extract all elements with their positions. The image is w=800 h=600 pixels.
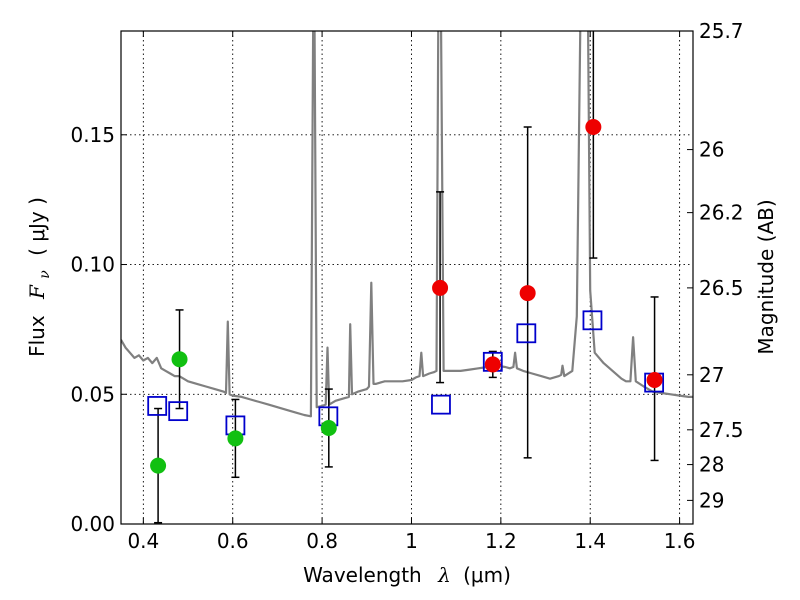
y2-tick-label: 29	[699, 488, 724, 512]
x-axis-label-unit: (μm)	[463, 563, 511, 587]
red-photometry-point	[484, 356, 501, 373]
model-point	[431, 394, 451, 415]
y2-tick-label: 26.5	[699, 276, 744, 300]
green-photometry-point	[150, 457, 167, 474]
x-tick-label: 1.2	[485, 529, 517, 553]
y2-tick-label: 27	[699, 363, 724, 387]
x-tick-label: 0.6	[217, 529, 249, 553]
y-axis-label-subscript: ν	[37, 270, 53, 279]
green-photometry-point	[320, 419, 337, 436]
y2-tick-label: 25.7	[699, 19, 744, 43]
y-tick-label: 0.10	[70, 253, 115, 277]
data-markers	[147, 31, 665, 524]
x-tick-label: 1.6	[664, 529, 696, 553]
y-axis-label-symbol: F	[25, 284, 49, 300]
y-tick-label: 0.00	[70, 512, 115, 536]
y2-tick-label: 27.5	[699, 418, 744, 442]
x-axis-label-symbol: λ	[437, 563, 451, 587]
y2-tick-label: 26	[699, 138, 724, 162]
green-photometry-point	[171, 351, 188, 368]
x-axis-label: Wavelength λ (μm)	[303, 563, 511, 587]
y-tick-label: 0.15	[70, 123, 115, 147]
grid-lines	[121, 31, 693, 525]
y-tick-label: 0.05	[70, 382, 115, 406]
x-tick-label: 1.4	[574, 529, 606, 553]
y2-tick-label: 26.2	[699, 201, 744, 225]
model-point	[147, 396, 168, 416]
spectrum-line	[121, 31, 693, 418]
x-tick-label: 0.8	[306, 529, 338, 553]
y-axis-ticks: 0.00 0.05 0.10 0.15	[70, 123, 127, 536]
x-axis-label-text: Wavelength	[303, 563, 422, 587]
y2-axis-ticks: 25.7 26 26.2 26.5 27 27.5 28 29	[687, 19, 744, 512]
plot-frame	[120, 30, 694, 525]
model-point	[168, 401, 189, 422]
y-axis-label: Flux F ν ( μJy )	[25, 197, 54, 357]
y2-tick-label: 28	[699, 453, 724, 477]
red-photometry-point	[432, 279, 449, 296]
x-axis-ticks: 0.4 0.6 0.8 1 1.2 1.4 1.6	[127, 31, 696, 553]
x-tick-label: 0.4	[127, 529, 159, 553]
y-axis-label-text: Flux	[25, 315, 49, 357]
x-tick-label: 1	[405, 529, 418, 553]
red-photometry-point	[585, 119, 602, 136]
green-photometry-point	[227, 430, 244, 447]
y2-axis-label: Magnitude (AB)	[754, 199, 778, 354]
red-photometry-point	[646, 371, 663, 388]
model-point	[582, 310, 603, 331]
red-photometry-point	[519, 285, 536, 302]
y-axis-label-unit: ( μJy )	[25, 197, 49, 256]
model-point	[516, 323, 537, 344]
